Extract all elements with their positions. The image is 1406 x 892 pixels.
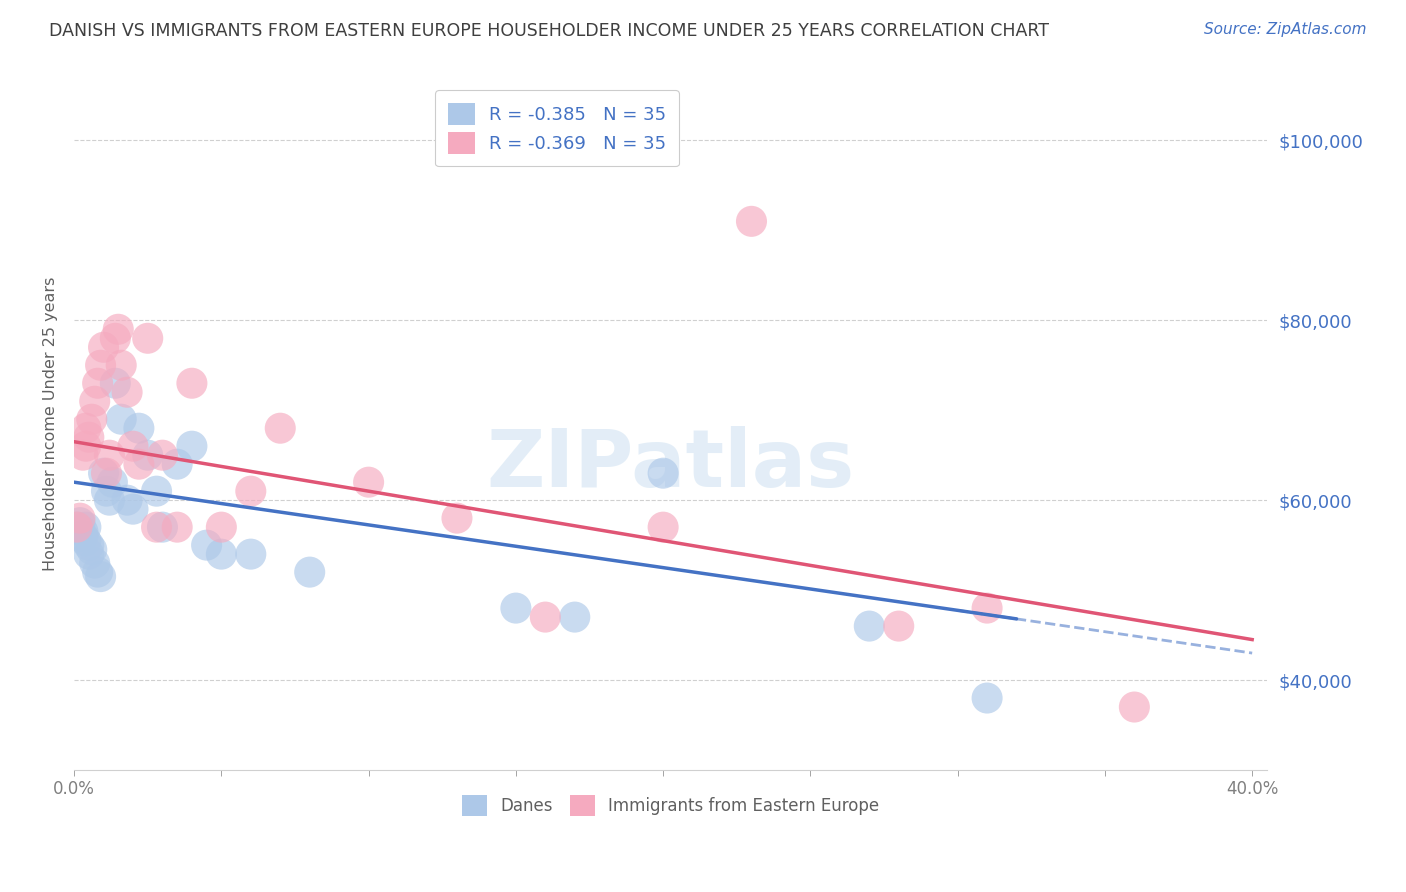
Point [75, 520, 97, 534]
Point [93, 340, 115, 354]
Point [446, 511, 468, 525]
Point [1123, 700, 1146, 714]
Point [534, 610, 557, 624]
Point [101, 475, 124, 490]
Point [180, 439, 202, 453]
Point [122, 502, 145, 516]
Point [86, 376, 108, 391]
Point [239, 484, 262, 499]
Point [104, 331, 127, 345]
Point [887, 619, 910, 633]
Point [80, 542, 103, 557]
Text: DANISH VS IMMIGRANTS FROM EASTERN EUROPE HOUSEHOLDER INCOME UNDER 25 YEARS CORRE: DANISH VS IMMIGRANTS FROM EASTERN EUROPE… [49, 22, 1049, 40]
Point [858, 619, 880, 633]
Point [80, 412, 103, 426]
Point [77, 538, 100, 552]
Point [104, 376, 127, 391]
Point [195, 538, 218, 552]
Point [115, 385, 138, 400]
Point [145, 520, 167, 534]
Text: Source: ZipAtlas.com: Source: ZipAtlas.com [1204, 22, 1367, 37]
Point [75, 533, 97, 548]
Point [98, 493, 121, 508]
Point [96, 484, 118, 499]
Point [110, 412, 132, 426]
Point [298, 565, 321, 579]
Point [152, 448, 174, 462]
Point [269, 421, 291, 435]
Point [90, 569, 112, 583]
Point [115, 493, 138, 508]
Point [740, 214, 762, 228]
Point [83, 556, 105, 570]
Point [145, 484, 167, 499]
Point [96, 466, 118, 480]
Point [77, 547, 100, 561]
Point [976, 601, 998, 615]
Point [66, 520, 89, 534]
Text: ZIPatlas: ZIPatlas [486, 426, 855, 504]
Point [72, 529, 94, 543]
Point [122, 439, 145, 453]
Point [72, 448, 94, 462]
Point [166, 520, 188, 534]
Point [166, 457, 188, 471]
Point [107, 322, 129, 336]
Point [69, 516, 91, 530]
Point [90, 358, 112, 372]
Point [209, 520, 232, 534]
Point [75, 421, 97, 435]
Point [239, 547, 262, 561]
Point [976, 691, 998, 706]
Y-axis label: Householder Income Under 25 years: Householder Income Under 25 years [44, 277, 58, 571]
Point [72, 524, 94, 539]
Point [152, 520, 174, 534]
Point [128, 457, 150, 471]
Point [357, 475, 380, 490]
Point [77, 430, 100, 444]
Point [652, 520, 675, 534]
Point [128, 421, 150, 435]
Point [505, 601, 527, 615]
Point [136, 331, 159, 345]
Point [136, 448, 159, 462]
Point [180, 376, 202, 391]
Point [652, 466, 675, 480]
Point [69, 511, 91, 525]
Point [564, 610, 586, 624]
Point [209, 547, 232, 561]
Point [75, 439, 97, 453]
Point [93, 466, 115, 480]
Legend: Danes, Immigrants from Eastern Europe: Danes, Immigrants from Eastern Europe [454, 787, 887, 824]
Point [83, 394, 105, 409]
Point [110, 358, 132, 372]
Point [98, 448, 121, 462]
Point [66, 520, 89, 534]
Point [86, 565, 108, 579]
